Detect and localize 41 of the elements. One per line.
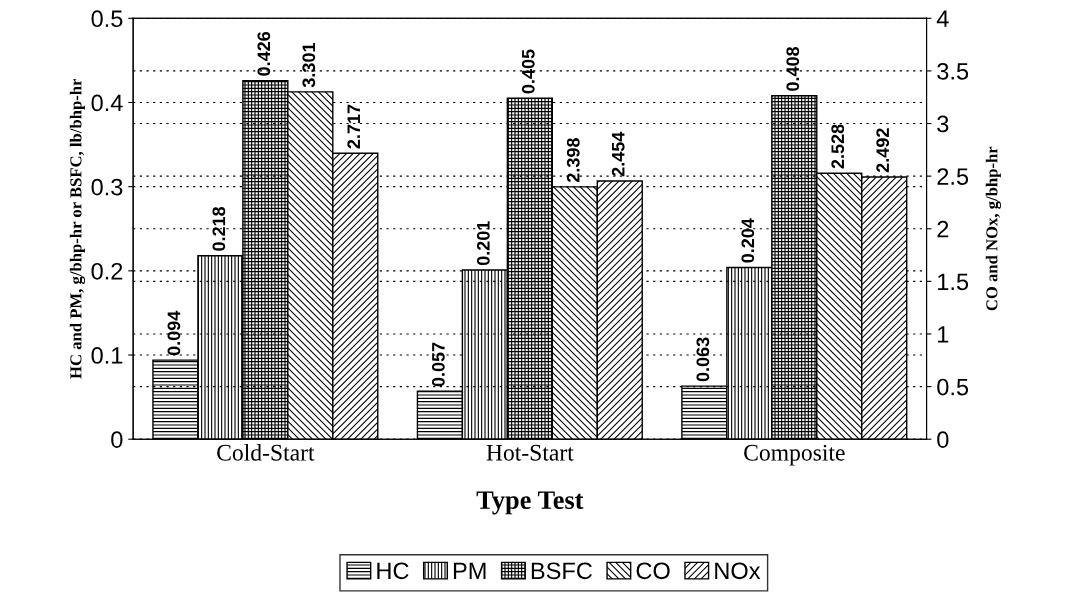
y-axis-title: HC and PM, g/bhp-hr or BSFC, lb/bhp-hr bbox=[69, 78, 86, 379]
data-label: 2.492 bbox=[876, 128, 890, 173]
y2-tick-label: 1.5 bbox=[938, 273, 969, 291]
data-label: 0.408 bbox=[786, 46, 800, 91]
legend-label: PM bbox=[453, 562, 486, 579]
data-label: 0.405 bbox=[521, 49, 535, 94]
y2-tick-label: 1 bbox=[938, 326, 949, 343]
x-tick-label: Cold-Start bbox=[217, 444, 315, 461]
data-label: 0.057 bbox=[431, 342, 445, 387]
y2-tick-label: 0.5 bbox=[937, 378, 969, 396]
y-tick-label: 0.5 bbox=[91, 10, 123, 28]
data-label: 0.426 bbox=[257, 31, 271, 76]
x-tick-label: Composite bbox=[744, 444, 845, 466]
y2-tick-label: 3 bbox=[937, 115, 949, 133]
x-axis-title: Type Test bbox=[476, 491, 584, 515]
y2-tick-label: 3.5 bbox=[937, 62, 969, 80]
y-tick-label: 0.2 bbox=[91, 262, 123, 280]
x-tick-label: Hot-Start bbox=[486, 444, 574, 461]
data-label: 2.398 bbox=[566, 138, 580, 183]
y2-axis-title: CO and NOx, g/bhp-hr bbox=[985, 146, 1001, 311]
y-tick-label: 0.4 bbox=[91, 94, 123, 112]
legend-label: BSFC bbox=[531, 562, 592, 580]
data-label: 3.301 bbox=[302, 43, 316, 88]
legend-label: HC bbox=[377, 562, 409, 580]
data-label: 2.717 bbox=[347, 104, 360, 149]
data-label: 2.528 bbox=[831, 124, 845, 169]
y2-tick-label: 2 bbox=[937, 220, 949, 238]
y2-tick-label: 0 bbox=[937, 431, 949, 448]
data-label: 0.201 bbox=[476, 221, 490, 266]
data-label: 0.204 bbox=[741, 218, 755, 263]
data-label: 0.218 bbox=[212, 206, 226, 251]
data-label: 0.094 bbox=[167, 310, 181, 356]
y-tick-label: 0 bbox=[111, 431, 123, 448]
legend-label: NOx bbox=[715, 562, 761, 580]
y-tick-label: 0.1 bbox=[91, 347, 123, 364]
y2-tick-label: 4 bbox=[936, 10, 949, 27]
y2-tick-label: 2.5 bbox=[937, 168, 969, 185]
data-label: 2.454 bbox=[611, 131, 625, 177]
data-label: 0.063 bbox=[696, 337, 710, 382]
y-tick-label: 0.3 bbox=[91, 178, 123, 196]
legend-label: CO bbox=[636, 562, 670, 580]
